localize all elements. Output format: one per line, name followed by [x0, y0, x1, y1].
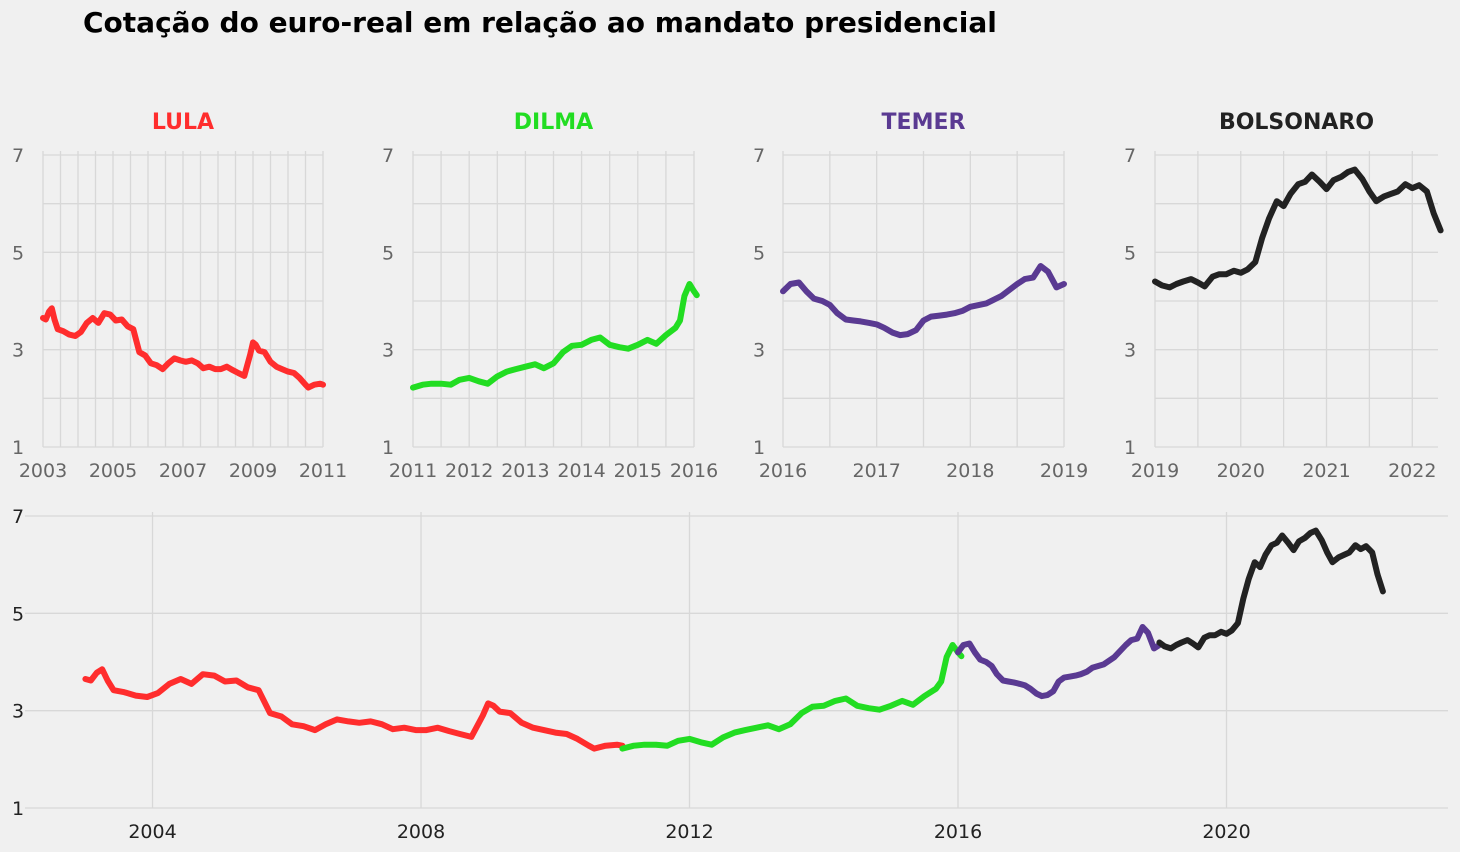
y-tick-label: 3	[12, 701, 24, 723]
x-tick-label: 2012	[665, 821, 713, 843]
x-tick-label: 2012	[445, 460, 493, 482]
y-tick-label: 1	[12, 437, 24, 459]
series-line-bolsonaro	[1156, 527, 1386, 652]
panel-title: DILMA	[514, 110, 593, 135]
x-tick-label: 2009	[229, 460, 277, 482]
y-tick-label: 7	[12, 506, 24, 528]
x-tick-label: 2018	[946, 460, 994, 482]
x-tick-label: 2015	[614, 460, 662, 482]
panel-dilma: 1 3 5 7 2011 2012 2013 2014 2015 2016 DILMA	[382, 110, 718, 482]
y-tick-label: 7	[753, 145, 765, 167]
y-tick-label: 7	[1124, 145, 1136, 167]
x-tick-label: 2017	[852, 460, 900, 482]
panel-lula: 1 3 5 7 2003 2005 2007 2009 2011 LULA	[12, 110, 347, 482]
panel-bolsonaro: 1 3 5 7 2019 2020 2021 2022 BOLSONARO	[1124, 110, 1444, 482]
y-tick-label: 5	[12, 242, 24, 264]
chart-title: Cotação do euro-real em relação ao manda…	[83, 6, 997, 39]
y-tick-label: 5	[382, 242, 394, 264]
y-tick-label: 3	[12, 340, 24, 362]
panel-temer: 1 3 5 7 2016 2017 2018 2019 TEMER	[753, 110, 1088, 482]
y-tick-label: 3	[382, 340, 394, 362]
x-tick-label: 2004	[128, 821, 176, 843]
x-tick-label: 2016	[759, 460, 807, 482]
panel-overview: 1 3 5 7 2004 2008 2012 2016 2020	[12, 506, 1448, 843]
x-tick-label: 2013	[501, 460, 549, 482]
x-tick-label: 2003	[19, 460, 67, 482]
y-tick-label: 1	[1124, 437, 1136, 459]
x-tick-label: 2011	[299, 460, 347, 482]
y-tick-label: 5	[753, 242, 765, 264]
x-tick-label: 2019	[1040, 460, 1088, 482]
x-tick-label: 2016	[934, 821, 982, 843]
x-tick-label: 2007	[159, 460, 207, 482]
x-tick-label: 2016	[670, 460, 718, 482]
panel-title: LULA	[152, 110, 214, 135]
y-tick-label: 5	[1124, 242, 1136, 264]
panel-title: TEMER	[882, 110, 966, 135]
series-line-lula	[40, 305, 326, 391]
series-line-dilma	[410, 281, 700, 391]
x-tick-label: 2022	[1388, 460, 1436, 482]
x-tick-label: 2020	[1202, 821, 1250, 843]
x-tick-label: 2021	[1302, 460, 1350, 482]
series-line-bolsonaro	[1152, 166, 1444, 291]
y-tick-label: 1	[382, 437, 394, 459]
y-tick-label: 3	[1124, 340, 1136, 362]
panel-title: BOLSONARO	[1219, 110, 1374, 135]
series-line-dilma	[619, 642, 965, 752]
y-tick-label: 3	[753, 340, 765, 362]
series-line-temer	[780, 263, 1067, 339]
y-tick-label: 1	[12, 798, 24, 820]
y-tick-label: 7	[382, 145, 394, 167]
series-line-temer	[955, 624, 1163, 700]
x-tick-label: 2020	[1217, 460, 1265, 482]
y-tick-label: 1	[753, 437, 765, 459]
x-tick-label: 2014	[557, 460, 605, 482]
series-line-lula	[82, 666, 626, 752]
y-tick-label: 7	[12, 145, 24, 167]
y-tick-label: 5	[12, 603, 24, 625]
x-tick-label: 2011	[389, 460, 437, 482]
x-tick-label: 2008	[397, 821, 445, 843]
x-tick-label: 2005	[89, 460, 137, 482]
x-tick-label: 2019	[1131, 460, 1179, 482]
